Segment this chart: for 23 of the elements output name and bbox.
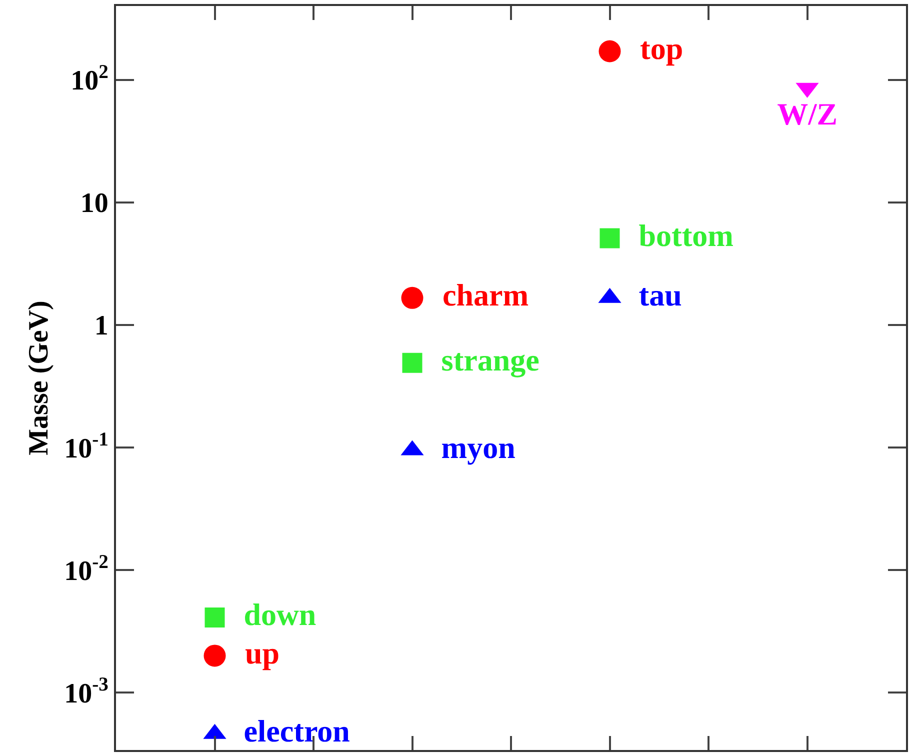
series-label: strange [441, 342, 540, 378]
series-label: charm [442, 278, 529, 313]
point [401, 286, 424, 309]
series-label: tau [638, 278, 682, 313]
point [402, 352, 422, 373]
point [598, 40, 621, 62]
y-tick-label: 10$^{-3}$ [64, 674, 109, 710]
series-label: down [244, 597, 316, 632]
series-label: myon [441, 430, 516, 465]
series-label: top [640, 30, 684, 66]
series-label: W/Z [777, 96, 838, 132]
y-tick-label: 10$^{-2}$ [64, 552, 108, 587]
series-label: electron [244, 714, 350, 749]
y-tick-label: 1 [94, 310, 108, 342]
y-axis-title: Masse (GeV) [23, 300, 54, 456]
point [204, 607, 225, 628]
y-tick-label: 10$^{-1}$ [64, 430, 108, 464]
y-tick-label: 10 [80, 188, 108, 220]
series-label: up [245, 635, 280, 670]
y-tick-label: 10$^{2}$ [70, 62, 108, 97]
series-label: bottom [638, 218, 734, 253]
point [204, 644, 226, 667]
point [600, 228, 620, 248]
